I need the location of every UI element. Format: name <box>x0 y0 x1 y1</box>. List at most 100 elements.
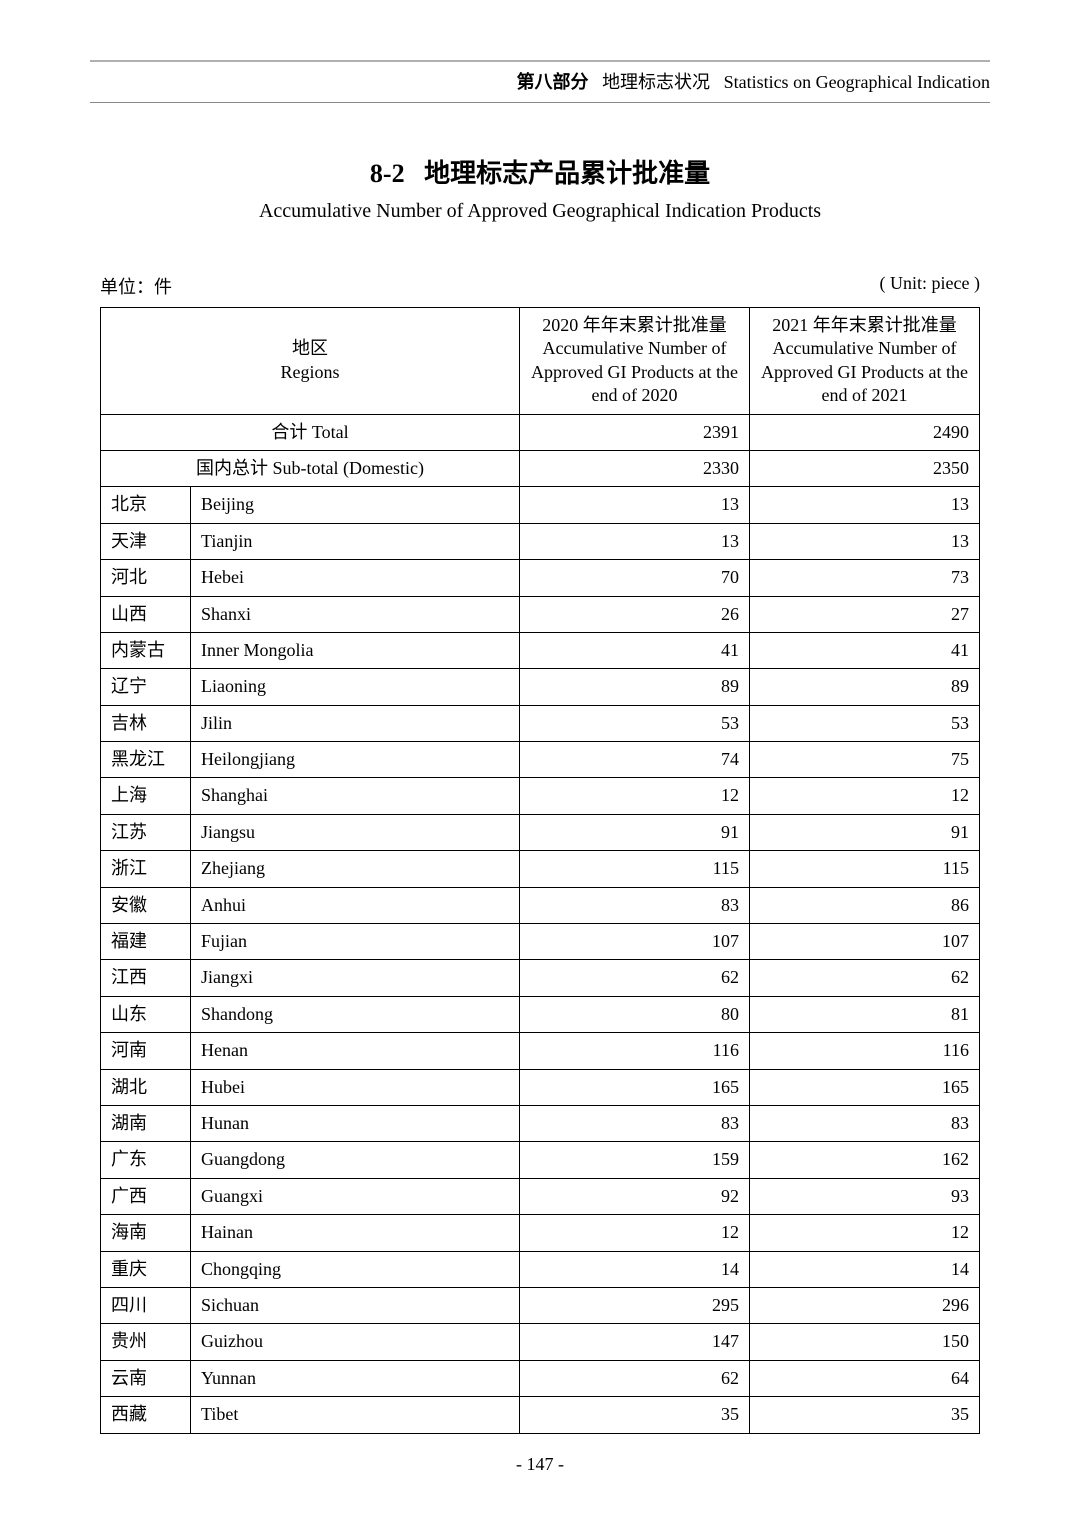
value-2020: 80 <box>520 996 750 1032</box>
running-header: 第八部分 地理标志状况 Statistics on Geographical I… <box>90 68 990 103</box>
region-en: Heilongjiang <box>191 742 520 778</box>
value-2021: 12 <box>750 1215 980 1251</box>
region-en: Inner Mongolia <box>191 632 520 668</box>
region-en: Guangxi <box>191 1178 520 1214</box>
col2020-cn: 2020 年年末累计批准量 <box>542 315 727 335</box>
total-2020: 2330 <box>520 450 750 486</box>
value-2021: 41 <box>750 632 980 668</box>
region-en: Shandong <box>191 996 520 1032</box>
region-cn: 河南 <box>101 1033 191 1069</box>
table-row: 吉林Jilin5353 <box>101 705 980 741</box>
region-en: Guizhou <box>191 1324 520 1360</box>
region-cn: 重庆 <box>101 1251 191 1287</box>
region-cn: 浙江 <box>101 851 191 887</box>
table-header-row: 地区 Regions 2020 年年末累计批准量 Accumulative Nu… <box>101 308 980 415</box>
region-en: Guangdong <box>191 1142 520 1178</box>
value-2021: 91 <box>750 814 980 850</box>
value-2020: 83 <box>520 887 750 923</box>
region-en: Hunan <box>191 1105 520 1141</box>
value-2021: 115 <box>750 851 980 887</box>
table-row: 四川Sichuan295296 <box>101 1287 980 1323</box>
value-2021: 165 <box>750 1069 980 1105</box>
table-row: 广西Guangxi9293 <box>101 1178 980 1214</box>
value-2021: 107 <box>750 924 980 960</box>
value-2021: 13 <box>750 487 980 523</box>
value-2021: 83 <box>750 1105 980 1141</box>
table-row: 山东Shandong8081 <box>101 996 980 1032</box>
col-header-region-cn: 地区 <box>292 338 328 358</box>
table-row: 江西Jiangxi6262 <box>101 960 980 996</box>
title-en: Accumulative Number of Approved Geograph… <box>100 200 980 223</box>
table-row: 天津Tianjin1313 <box>101 523 980 559</box>
value-2020: 107 <box>520 924 750 960</box>
region-cn: 海南 <box>101 1215 191 1251</box>
value-2020: 295 <box>520 1287 750 1323</box>
value-2021: 73 <box>750 560 980 596</box>
region-en: Jilin <box>191 705 520 741</box>
region-cn: 四川 <box>101 1287 191 1323</box>
header-section-en: Statistics on Geographical Indication <box>724 72 990 92</box>
value-2020: 74 <box>520 742 750 778</box>
region-en: Anhui <box>191 887 520 923</box>
value-2021: 150 <box>750 1324 980 1360</box>
value-2021: 12 <box>750 778 980 814</box>
value-2020: 165 <box>520 1069 750 1105</box>
region-en: Tibet <box>191 1397 520 1433</box>
table-row: 福建Fujian107107 <box>101 924 980 960</box>
region-en: Chongqing <box>191 1251 520 1287</box>
region-cn: 内蒙古 <box>101 632 191 668</box>
gi-products-table: 地区 Regions 2020 年年末累计批准量 Accumulative Nu… <box>100 307 980 1434</box>
value-2020: 12 <box>520 778 750 814</box>
region-cn: 河北 <box>101 560 191 596</box>
region-cn: 江西 <box>101 960 191 996</box>
col2020-en1: Accumulative Number of <box>543 338 727 358</box>
region-cn: 广西 <box>101 1178 191 1214</box>
value-2020: 13 <box>520 523 750 559</box>
value-2021: 13 <box>750 523 980 559</box>
region-cn: 北京 <box>101 487 191 523</box>
table-row: 山西Shanxi2627 <box>101 596 980 632</box>
value-2020: 89 <box>520 669 750 705</box>
table-row: 云南Yunnan6264 <box>101 1360 980 1396</box>
value-2020: 92 <box>520 1178 750 1214</box>
value-2021: 35 <box>750 1397 980 1433</box>
value-2020: 116 <box>520 1033 750 1069</box>
value-2021: 86 <box>750 887 980 923</box>
table-row: 河南Henan116116 <box>101 1033 980 1069</box>
region-cn: 安徽 <box>101 887 191 923</box>
region-cn: 贵州 <box>101 1324 191 1360</box>
region-cn: 西藏 <box>101 1397 191 1433</box>
table-row: 安徽Anhui8386 <box>101 887 980 923</box>
unit-right: ( Unit: piece ) <box>880 273 980 299</box>
total-2020: 2391 <box>520 414 750 450</box>
col2021-en2: Approved GI Products at the <box>761 362 968 382</box>
col2021-cn: 2021 年年末累计批准量 <box>772 315 957 335</box>
col2021-en1: Accumulative Number of <box>773 338 957 358</box>
value-2020: 13 <box>520 487 750 523</box>
value-2021: 116 <box>750 1033 980 1069</box>
col-header-region: 地区 Regions <box>101 308 520 415</box>
region-en: Hainan <box>191 1215 520 1251</box>
table-row: 北京Beijing1313 <box>101 487 980 523</box>
table-row: 江苏Jiangsu9191 <box>101 814 980 850</box>
value-2020: 14 <box>520 1251 750 1287</box>
region-en: Beijing <box>191 487 520 523</box>
value-2020: 26 <box>520 596 750 632</box>
value-2020: 41 <box>520 632 750 668</box>
page-number: - 147 - <box>100 1454 980 1475</box>
value-2021: 162 <box>750 1142 980 1178</box>
region-cn: 福建 <box>101 924 191 960</box>
table-row: 海南Hainan1212 <box>101 1215 980 1251</box>
title-number: 8-2 <box>370 159 405 188</box>
value-2020: 53 <box>520 705 750 741</box>
region-cn: 山西 <box>101 596 191 632</box>
region-en: Yunnan <box>191 1360 520 1396</box>
value-2020: 62 <box>520 1360 750 1396</box>
region-en: Jiangsu <box>191 814 520 850</box>
table-row: 贵州Guizhou147150 <box>101 1324 980 1360</box>
value-2021: 62 <box>750 960 980 996</box>
total-2021: 2350 <box>750 450 980 486</box>
table-row: 重庆Chongqing1414 <box>101 1251 980 1287</box>
title-cn-text: 地理标志产品累计批准量 <box>424 159 710 188</box>
value-2021: 53 <box>750 705 980 741</box>
